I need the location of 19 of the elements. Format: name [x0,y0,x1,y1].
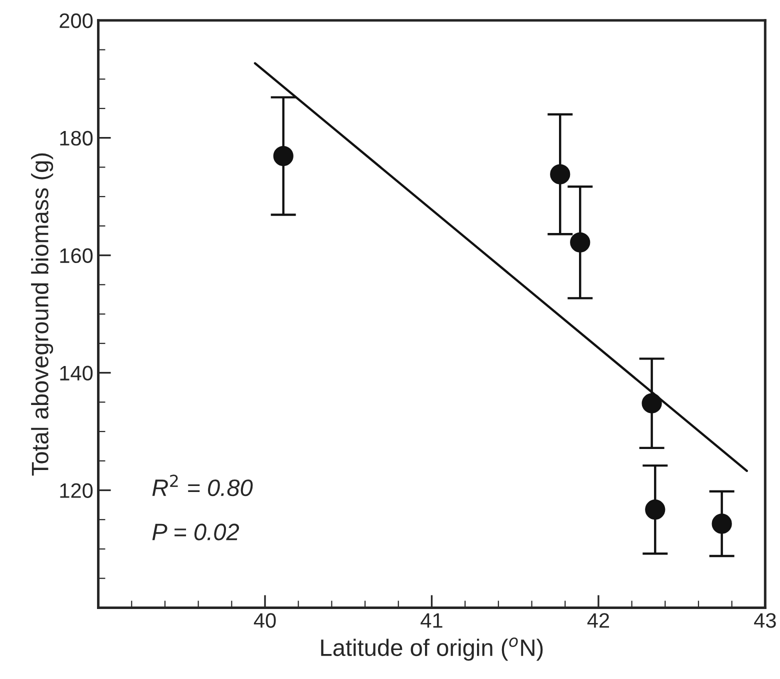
x-tick-label: 41 [420,613,442,628]
point [273,146,294,166]
y-tick-label: 200 [60,13,93,28]
x-axis-title: Latitude of origin ($^{o}$N) [321,638,543,661]
y-axis-title: Total aboveground biomass (g) [31,153,54,476]
y-tick-label: 120 [60,483,93,498]
annotation: P = 0.02 [152,524,240,540]
point [570,232,590,252]
x-tick-label: 42 [587,613,609,628]
y-tick-label: 160 [60,248,93,264]
point [645,500,666,520]
point [642,393,662,414]
y-tick-label: 140 [60,366,93,381]
point [712,514,732,534]
point [550,164,570,184]
y-tick-label: 180 [60,130,93,146]
x-tick-label: 40 [254,613,276,628]
x-tick-label: 43 [754,613,776,628]
annotation: R$^{2}$ = 0.80 [152,474,253,496]
